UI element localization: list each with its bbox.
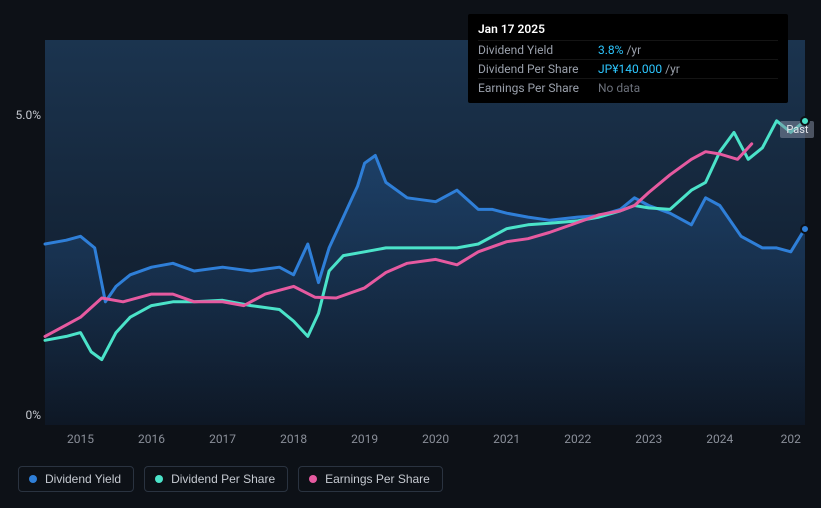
legend-item-earnings-per-share[interactable]: Earnings Per Share xyxy=(298,466,443,492)
x-tick-2022: 2022 xyxy=(564,432,591,446)
legend-dot-icon xyxy=(29,475,37,483)
x-tick-2019: 2019 xyxy=(351,432,378,446)
y-tick-5: 5.0% xyxy=(1,108,41,122)
tooltip-row-yield: Dividend Yield 3.8%/yr xyxy=(478,40,778,59)
dividend-chart: 5.0% 0% 20152016201720182019202020212022… xyxy=(0,0,821,508)
x-tick-2017: 2017 xyxy=(209,432,236,446)
legend-label: Dividend Per Share xyxy=(171,472,275,486)
tooltip-value: 3.8%/yr xyxy=(598,43,641,57)
end-dot-dividend_per_share xyxy=(800,116,810,126)
tooltip-label: Dividend Yield xyxy=(478,43,598,57)
tooltip-value: No data xyxy=(598,81,640,95)
x-tick-2025: 202 xyxy=(781,432,801,446)
y-tick-0: 0% xyxy=(1,408,41,422)
x-tick-2021: 2021 xyxy=(493,432,520,446)
legend-item-dividend-per-share[interactable]: Dividend Per Share xyxy=(144,466,288,492)
tooltip-row-eps: Earnings Per Share No data xyxy=(478,78,778,97)
tooltip-row-dps: Dividend Per Share JP¥140.000/yr xyxy=(478,59,778,78)
x-tick-2016: 2016 xyxy=(138,432,165,446)
legend-dot-icon xyxy=(309,475,317,483)
tooltip-label: Earnings Per Share xyxy=(478,81,598,95)
legend-label: Earnings Per Share xyxy=(325,472,430,486)
legend-item-dividend-yield[interactable]: Dividend Yield xyxy=(18,466,134,492)
x-tick-2024: 2024 xyxy=(706,432,733,446)
chart-tooltip: Jan 17 2025 Dividend Yield 3.8%/yr Divid… xyxy=(468,14,788,103)
x-tick-2020: 2020 xyxy=(422,432,449,446)
legend: Dividend Yield Dividend Per Share Earnin… xyxy=(18,466,443,492)
x-tick-2023: 2023 xyxy=(635,432,662,446)
tooltip-value: JP¥140.000/yr xyxy=(598,62,680,76)
legend-label: Dividend Yield xyxy=(45,472,121,486)
legend-dot-icon xyxy=(155,475,163,483)
end-dot-dividend_yield xyxy=(800,224,810,234)
x-tick-2018: 2018 xyxy=(280,432,307,446)
tooltip-label: Dividend Per Share xyxy=(478,62,598,76)
tooltip-date: Jan 17 2025 xyxy=(478,20,778,40)
x-tick-2015: 2015 xyxy=(67,432,94,446)
